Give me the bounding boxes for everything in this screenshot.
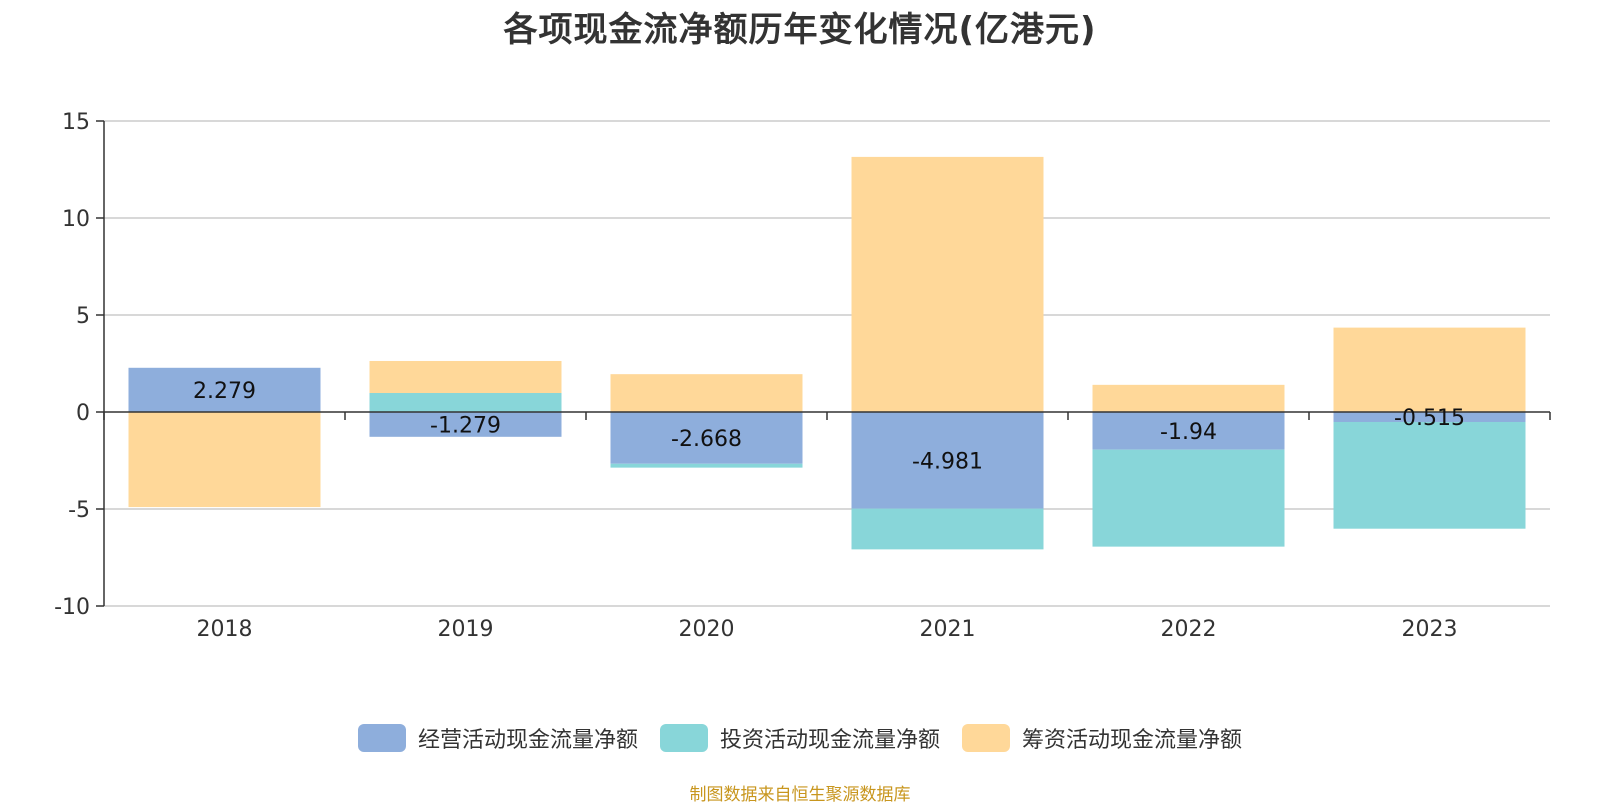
bar-2-2023 (1333, 421, 1526, 529)
x-tick-label: 2020 (679, 617, 735, 642)
x-tick-label: 2018 (197, 617, 253, 642)
data-label: -4.981 (912, 449, 983, 474)
y-tick-label: 10 (62, 207, 90, 232)
bar-3-2019 (369, 360, 562, 393)
bar-1-2022 (1092, 412, 1285, 450)
chart-legend: 经营活动现金流量净额 投资活动现金流量净额 筹资活动现金流量净额 (0, 722, 1600, 754)
cash-flow-chart: 15 10 5 0 -5 -10 2018 2019 2020 2021 2022 2023 2.279… (54, 110, 1551, 642)
data-source: 制图数据来自恒生聚源数据库 (689, 785, 911, 805)
bar-2-2022 (1092, 449, 1285, 547)
legend-swatch (962, 724, 1010, 752)
bar-1-2021 (851, 412, 1044, 509)
x-tick-label: 2021 (920, 617, 976, 642)
legend-item-1[interactable]: 经营活动现金流量净额 (357, 722, 638, 754)
legend-label: 投资活动现金流量净额 (719, 728, 940, 753)
chart-title: 各项现金流净额历年变化情况(亿港元) (503, 10, 1097, 50)
x-tick-label: 2019 (438, 617, 494, 642)
bar-1-2018 (128, 367, 321, 412)
data-label: -1.94 (1160, 420, 1217, 445)
bar-3-2022 (1092, 384, 1285, 412)
data-label: 2.279 (193, 379, 256, 404)
y-tick-label: 0 (76, 401, 90, 426)
legend-swatch (659, 724, 708, 752)
bar-3-2018 (128, 412, 321, 508)
x-tick-label: 2022 (1161, 617, 1217, 642)
data-label: -2.668 (671, 427, 742, 452)
y-tick-label: 15 (62, 110, 90, 135)
bar-1-2020 (610, 412, 803, 464)
data-label: -0.515 (1394, 406, 1465, 431)
bar-2-2020 (610, 463, 803, 468)
bar-1-2019 (369, 412, 562, 437)
y-tick-label: -10 (54, 595, 90, 620)
legend-swatch (357, 724, 406, 752)
bar-2-2019 (369, 392, 562, 412)
legend-label: 筹资活动现金流量净额 (1022, 728, 1243, 753)
bar-3-2021 (851, 156, 1044, 412)
bar-2-2021 (851, 508, 1044, 550)
legend-label: 经营活动现金流量净额 (417, 728, 638, 753)
y-tick-label: 5 (76, 304, 90, 329)
bar-3-2023 (1333, 327, 1526, 412)
legend-item-2[interactable]: 投资活动现金流量净额 (659, 722, 940, 754)
legend-item-3[interactable]: 筹资活动现金流量净额 (962, 722, 1242, 754)
data-label: -1.279 (430, 413, 501, 438)
y-tick-label: -5 (68, 498, 90, 523)
bar-1-2023 (1333, 412, 1526, 422)
x-tick-label: 2023 (1402, 617, 1458, 642)
bar-3-2020 (610, 374, 803, 412)
